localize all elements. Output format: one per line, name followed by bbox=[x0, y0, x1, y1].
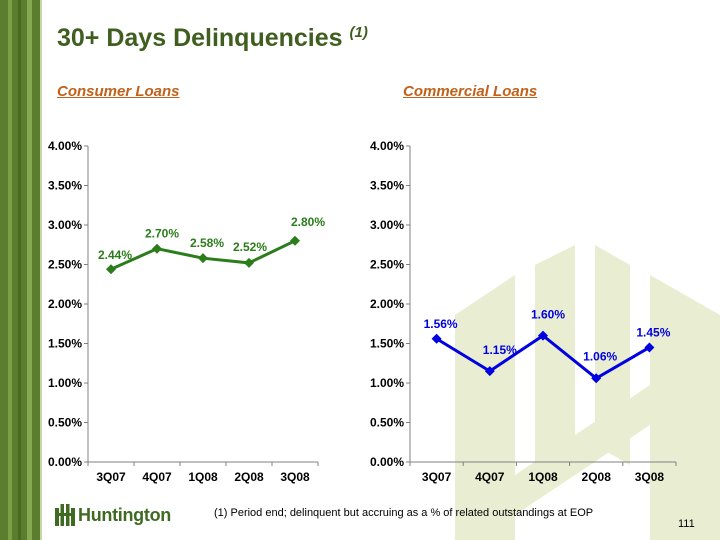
consumer-loans-heading: Consumer Loans bbox=[57, 83, 180, 100]
data-label: 1.56% bbox=[424, 317, 458, 331]
data-label: 2.52% bbox=[233, 240, 267, 254]
data-point bbox=[106, 264, 116, 275]
brand-watermark bbox=[455, 245, 720, 540]
y-tick-label: 3.00% bbox=[370, 218, 404, 232]
data-point bbox=[484, 366, 495, 377]
y-tick-label: 2.50% bbox=[48, 258, 82, 272]
huntington-logo: Huntington bbox=[55, 503, 171, 527]
data-label: 2.80% bbox=[291, 215, 325, 229]
commercial-loans-heading: Commercial Loans bbox=[403, 83, 538, 100]
data-point bbox=[244, 257, 254, 268]
data-point bbox=[644, 342, 655, 353]
data-label: 1.06% bbox=[583, 349, 617, 363]
y-tick-label: 4.00% bbox=[370, 139, 404, 153]
x-tick-label: 1Q08 bbox=[528, 470, 558, 484]
footnote: (1) Period end; delinquent but accruing … bbox=[214, 507, 594, 519]
x-tick-label: 4Q07 bbox=[475, 470, 505, 484]
y-tick-label: 1.00% bbox=[370, 376, 404, 390]
data-label: 2.58% bbox=[190, 236, 224, 250]
side-bar bbox=[0, 0, 40, 540]
data-point bbox=[538, 330, 548, 341]
side-divider bbox=[40, 0, 42, 540]
x-tick-label: 3Q07 bbox=[96, 470, 126, 484]
huntington-logo-icon bbox=[55, 504, 75, 526]
x-tick-label: 1Q08 bbox=[188, 470, 218, 484]
commercial-loans-chart: 0.00% 0.50% 1.00% 1.50% 2.00% 2.50% 3.00% 3.50%… bbox=[370, 139, 677, 484]
x-tick-label: 3Q08 bbox=[635, 470, 665, 484]
x-tick-label: 4Q07 bbox=[142, 470, 172, 484]
y-tick-label: 3.50% bbox=[48, 179, 82, 193]
x-tick-label: 3Q08 bbox=[280, 470, 310, 484]
y-tick-label: 1.50% bbox=[370, 337, 404, 351]
y-tick-label: 2.50% bbox=[370, 258, 404, 272]
side-stripe bbox=[18, 0, 21, 540]
data-label: 1.60% bbox=[531, 308, 565, 322]
data-label: 1.15% bbox=[483, 343, 517, 357]
y-tick-label: 3.50% bbox=[370, 179, 404, 193]
data-point bbox=[290, 235, 300, 246]
x-tick-label: 2Q08 bbox=[582, 470, 612, 484]
y-tick-label: 0.50% bbox=[370, 416, 404, 430]
y-tick-label: 0.00% bbox=[48, 455, 82, 469]
side-stripe bbox=[27, 0, 32, 540]
y-tick-label: 4.00% bbox=[48, 139, 82, 153]
y-tick-label: 0.00% bbox=[370, 455, 404, 469]
series-line bbox=[435, 333, 651, 381]
title-footnote-marker: (1) bbox=[349, 24, 368, 41]
y-tick-label: 2.00% bbox=[48, 297, 82, 311]
logo-wordmark: Huntington bbox=[78, 504, 171, 525]
data-point bbox=[431, 333, 442, 344]
x-tick-label: 2Q08 bbox=[234, 470, 264, 484]
y-tick-label: 2.00% bbox=[370, 297, 404, 311]
data-label: 1.45% bbox=[636, 325, 670, 339]
data-point bbox=[591, 373, 602, 384]
page-title: 30+ Days Delinquencies (1) bbox=[57, 24, 368, 52]
x-tick-label: 3Q07 bbox=[422, 470, 452, 484]
data-point bbox=[152, 243, 162, 254]
y-tick-label: 0.50% bbox=[48, 416, 82, 430]
page-number: 111 bbox=[678, 518, 695, 530]
consumer-loans-chart: 0.00% 0.50% 1.00% 1.50% 2.00% 2.50% 3.00% 3.50%… bbox=[48, 139, 325, 484]
y-tick-label: 1.00% bbox=[48, 376, 82, 390]
y-tick-label: 3.00% bbox=[48, 218, 82, 232]
side-stripe bbox=[8, 0, 12, 540]
data-label: 2.70% bbox=[145, 227, 179, 241]
y-tick-label: 1.50% bbox=[48, 337, 82, 351]
data-label: 2.44% bbox=[98, 248, 132, 262]
data-point bbox=[198, 253, 208, 264]
